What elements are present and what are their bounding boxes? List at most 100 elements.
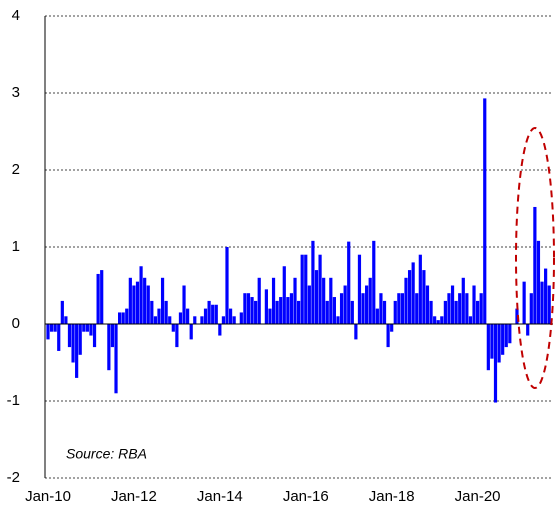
bar [254,300,258,324]
bar [107,324,111,371]
bar [110,324,115,348]
bar [336,316,340,324]
bar [164,300,168,324]
x-tick-label: Jan-16 [283,488,329,505]
bar [536,240,541,324]
bar [203,308,208,324]
bar [78,324,82,355]
bar [322,277,326,324]
bar [422,270,426,324]
bar [135,281,140,324]
bar [465,293,469,324]
bar [268,308,272,324]
bar [486,324,490,371]
bar [450,285,455,324]
bar [329,277,333,324]
y-tick-label: 2 [12,161,20,178]
bar [232,316,236,324]
highlight-ellipse [515,127,555,389]
bar [71,324,75,363]
bar [497,324,501,363]
bar [379,293,383,324]
bar [100,270,104,324]
bar [160,277,165,324]
y-tick-label: -2 [7,469,20,486]
bar [468,316,473,324]
bar [207,300,211,324]
bar [343,285,347,324]
bar [472,285,476,324]
bar [490,324,494,359]
bar [501,324,505,355]
bar [479,293,483,324]
bar [146,285,150,324]
bar [476,300,480,324]
bar [75,324,79,378]
bar [443,300,447,324]
bar [375,308,379,324]
bar [211,304,215,324]
bar [436,320,440,324]
bar [339,293,344,324]
y-tick-label: 3 [12,84,20,101]
y-tick-label: 0 [12,315,20,332]
bar [458,293,462,324]
bar [64,316,68,324]
x-tick-label: Jan-12 [111,488,157,505]
bar [304,254,308,324]
bar [239,312,243,324]
y-tick-label: 1 [12,238,20,255]
bar [529,293,533,324]
bar [53,324,57,332]
bar [318,254,322,324]
bar [257,277,261,324]
x-tick-label: Jan-14 [197,488,243,505]
x-tick-label: Jan-20 [455,488,501,505]
bar [246,293,251,324]
bar [200,316,204,324]
bar [547,285,551,324]
bar [114,324,118,394]
bar [411,262,415,324]
bar [121,312,125,324]
bar [357,254,362,324]
bar [92,324,97,348]
bar [540,281,544,324]
bar [454,300,458,324]
bar [264,289,268,324]
bar [504,324,508,348]
bar [390,324,394,332]
bar [289,293,294,324]
bar [393,300,397,324]
bar [193,316,197,324]
bar [361,293,365,324]
bar [282,266,286,324]
bar [189,324,193,340]
bar [157,308,161,324]
x-tick-label: Jan-10 [25,488,71,505]
y-tick-label: -1 [7,392,20,409]
bar [178,312,183,324]
bar [397,293,401,324]
bar [171,324,175,332]
bar [533,206,537,324]
bar [382,300,387,324]
bar [82,324,86,332]
bar [297,300,301,324]
bar [293,277,297,324]
bar [96,273,100,324]
bar [418,254,422,324]
bar [175,324,179,348]
bar [168,316,172,324]
bar [325,300,329,324]
bar [415,293,419,324]
bar [57,324,61,351]
bar [354,324,358,340]
bar [407,270,412,324]
bar [139,266,143,324]
bar [400,293,405,324]
bar [429,300,433,324]
bar [221,316,226,324]
bar [182,285,186,324]
